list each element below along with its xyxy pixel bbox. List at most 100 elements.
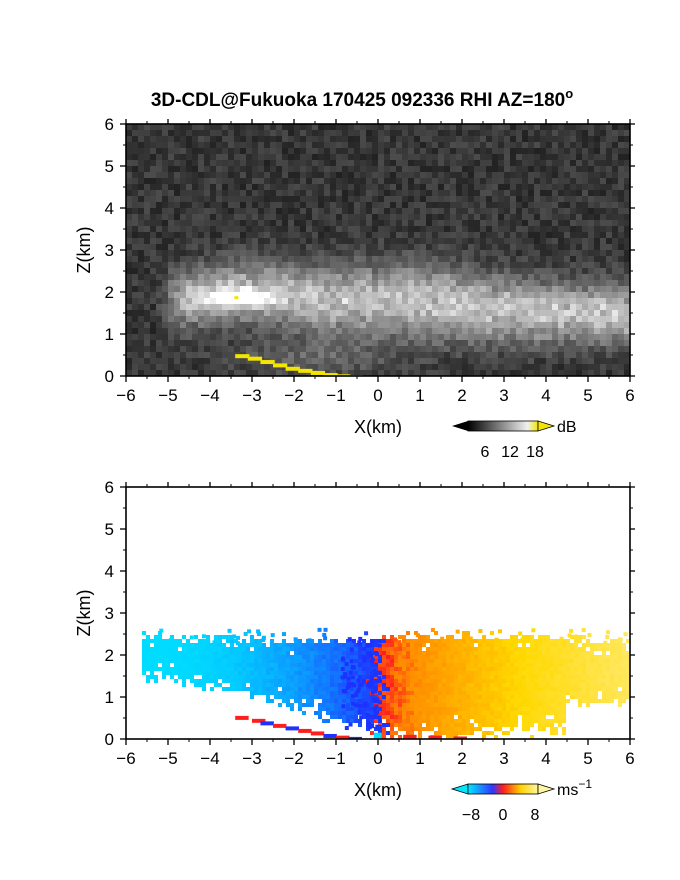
intensity-cell <box>348 220 354 226</box>
intensity-cell <box>504 262 510 268</box>
intensity-cell <box>558 154 564 160</box>
intensity-cell <box>126 292 132 298</box>
intensity-cell <box>384 196 390 202</box>
intensity-cell <box>360 196 366 202</box>
intensity-cell <box>336 226 342 232</box>
intensity-cell <box>354 124 360 130</box>
intensity-cell <box>504 322 510 328</box>
intensity-cell <box>372 280 378 286</box>
intensity-cell <box>456 286 462 292</box>
intensity-cell <box>168 226 174 232</box>
intensity-colorbar-low-arrow <box>452 421 468 431</box>
intensity-cell <box>162 214 168 220</box>
intensity-cell <box>258 160 264 166</box>
velocity-cell <box>466 679 470 683</box>
intensity-cell <box>480 280 486 286</box>
intensity-cell <box>588 274 594 280</box>
intensity-cell <box>576 274 582 280</box>
intensity-cell <box>300 148 306 154</box>
intensity-cell <box>252 364 258 370</box>
intensity-cell <box>138 340 144 346</box>
intensity-cell <box>474 184 480 190</box>
intensity-cell <box>390 190 396 196</box>
intensity-cell <box>558 184 564 190</box>
intensity-cell <box>396 190 402 196</box>
intensity-cell <box>408 286 414 292</box>
intensity-cell <box>480 268 486 274</box>
velocity-cell <box>202 659 206 663</box>
velocity-cell <box>446 679 450 683</box>
intensity-cell <box>252 346 258 352</box>
intensity-cell <box>516 202 522 208</box>
velocity-cell <box>606 647 610 651</box>
intensity-cell <box>558 190 564 196</box>
intensity-cell <box>312 166 318 172</box>
intensity-cell <box>474 202 480 208</box>
intensity-cell <box>228 346 234 352</box>
velocity-cell <box>610 643 614 647</box>
intensity-cell <box>300 328 306 334</box>
intensity-cell <box>576 292 582 298</box>
intensity-cell <box>228 268 234 274</box>
velocity-cell <box>406 671 410 675</box>
velocity-cell <box>574 671 578 675</box>
intensity-cell <box>276 244 282 250</box>
velocity-cell <box>362 671 366 675</box>
intensity-cell <box>282 352 288 358</box>
intensity-cell <box>372 358 378 364</box>
velocity-cell <box>330 671 334 675</box>
intensity-cell <box>426 304 432 310</box>
intensity-cell <box>150 268 156 274</box>
intensity-cell <box>522 316 528 322</box>
intensity-cell <box>138 346 144 352</box>
intensity-cell <box>222 244 228 250</box>
intensity-cell <box>348 268 354 274</box>
intensity-cell <box>132 370 138 376</box>
intensity-cell <box>426 250 432 256</box>
intensity-cell <box>216 196 222 202</box>
intensity-cell <box>528 328 534 334</box>
velocity-cell <box>358 675 362 679</box>
intensity-cell <box>300 214 306 220</box>
intensity-cell <box>600 238 606 244</box>
velocity-cell <box>222 659 226 663</box>
velocity-cell <box>386 639 390 643</box>
intensity-cell <box>456 208 462 214</box>
velocity-cell <box>374 675 378 679</box>
intensity-cell <box>156 202 162 208</box>
intensity-cell <box>504 208 510 214</box>
intensity-cell <box>516 226 522 232</box>
velocity-cell <box>338 671 342 675</box>
intensity-cell <box>420 172 426 178</box>
intensity-cell <box>276 262 282 268</box>
intensity-cell <box>612 250 618 256</box>
intensity-cell <box>498 352 504 358</box>
intensity-cell <box>414 124 420 130</box>
intensity-cell <box>456 214 462 220</box>
intensity-cell <box>444 172 450 178</box>
intensity-cell <box>582 166 588 172</box>
velocity-cell <box>546 647 550 651</box>
intensity-cell <box>348 334 354 340</box>
intensity-cell <box>204 202 210 208</box>
intensity-cell <box>252 160 258 166</box>
velocity-cell <box>598 679 602 683</box>
intensity-cell <box>408 208 414 214</box>
velocity-cell <box>174 671 178 675</box>
intensity-cell <box>570 346 576 352</box>
velocity-cell <box>582 667 586 671</box>
intensity-cell <box>612 160 618 166</box>
intensity-cell <box>396 238 402 244</box>
intensity-bright-core <box>234 296 239 300</box>
intensity-cell <box>546 298 552 304</box>
intensity-cell <box>204 340 210 346</box>
intensity-cell <box>558 352 564 358</box>
intensity-cell <box>534 220 540 226</box>
intensity-cell <box>300 178 306 184</box>
intensity-cell <box>126 154 132 160</box>
velocity-cell <box>410 647 414 651</box>
intensity-cell <box>618 286 624 292</box>
intensity-cell <box>444 226 450 232</box>
intensity-cell <box>396 232 402 238</box>
intensity-cell <box>474 142 480 148</box>
